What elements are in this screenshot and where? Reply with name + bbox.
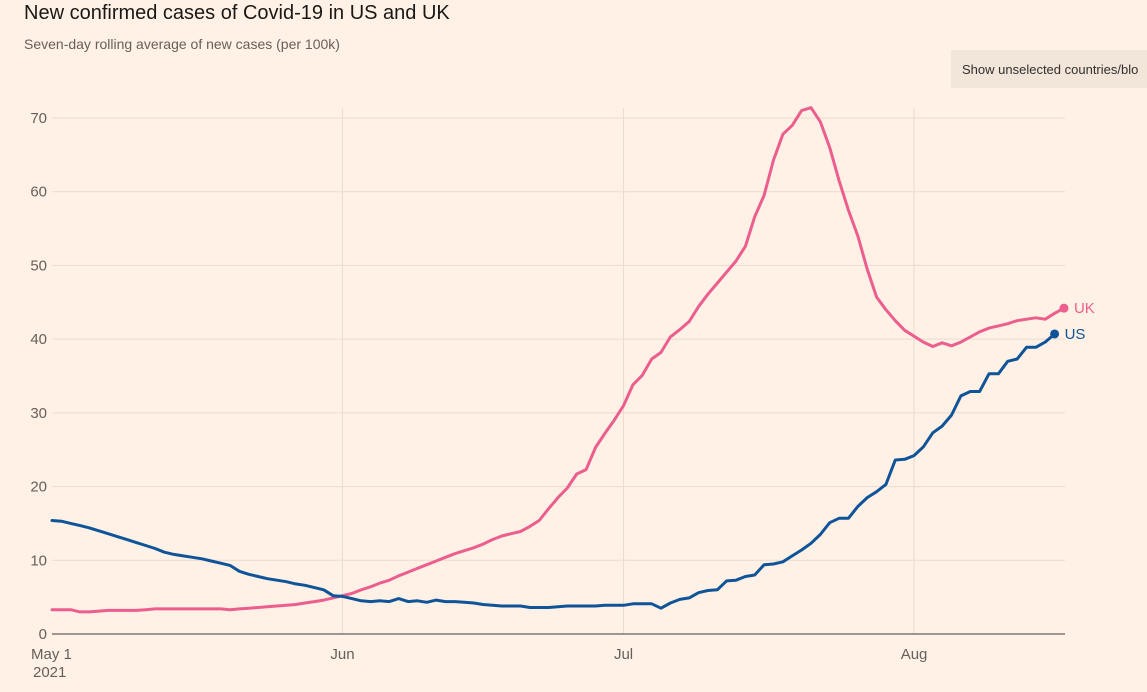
x-tick-label: Aug: [901, 646, 928, 663]
chart-subtitle: Seven-day rolling average of new cases (…: [24, 36, 340, 52]
x-tick-label: Jun: [330, 646, 354, 663]
y-tick-label: 40: [30, 331, 47, 348]
series-labels: UK US: [1050, 300, 1095, 343]
series-end-dot-us: [1050, 329, 1060, 339]
series-line-uk: [50, 106, 1066, 614]
y-tick-label: 10: [30, 552, 47, 569]
series-label-us: US: [1065, 326, 1086, 343]
gridlines: [52, 108, 1065, 634]
x-tick-label: Jul: [614, 646, 633, 663]
y-tick-label: 30: [30, 405, 47, 422]
series-line-us: [50, 332, 1057, 610]
series-lines: [50, 106, 1066, 614]
y-tick-label: 70: [30, 110, 47, 127]
x-tick-label: May 1: [31, 646, 72, 663]
series-label-uk: UK: [1074, 300, 1095, 317]
y-tick-label: 50: [30, 257, 47, 274]
y-tick-label: 20: [30, 479, 47, 496]
y-tick-label: 60: [30, 184, 47, 201]
y-tick-label: 0: [39, 626, 47, 643]
show-unselected-countries-button[interactable]: Show unselected countries/blo: [951, 50, 1147, 88]
chart-title: New confirmed cases of Covid-19 in US an…: [24, 2, 450, 24]
x-tick-sublabel: 2021: [33, 664, 66, 681]
series-end-dot-uk: [1059, 303, 1069, 313]
